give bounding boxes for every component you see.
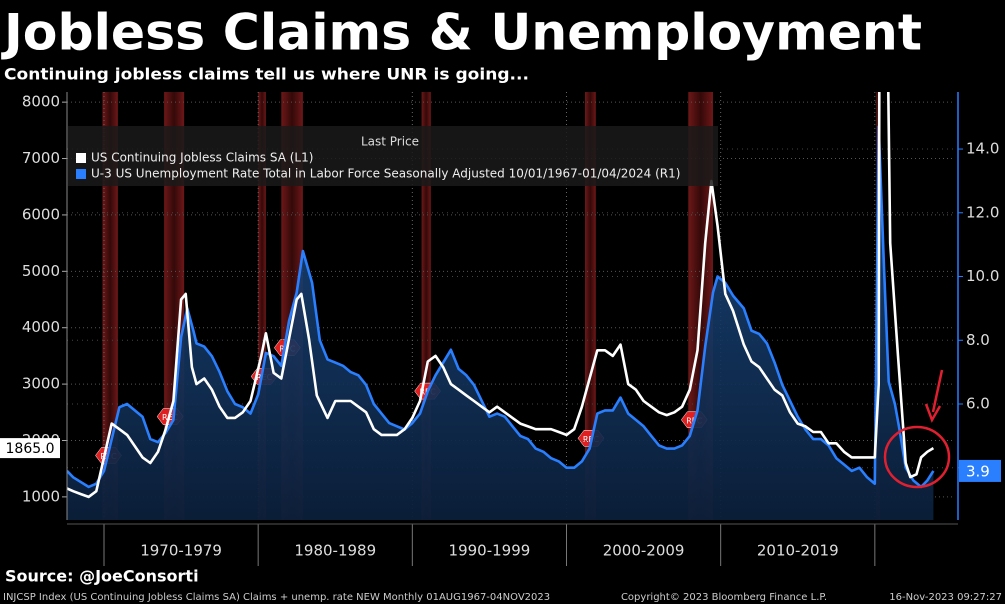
legend: US Continuing Jobless Claims SA (L1) U-3 …	[76, 151, 680, 181]
y-tick-label: 4000	[22, 318, 60, 336]
chart-title: Jobless Claims & Unemployment	[1, 4, 922, 62]
legend-title: Last Price	[361, 135, 419, 149]
y-tick-label: 3000	[22, 375, 60, 393]
recession-band	[258, 92, 266, 520]
y-tick-label: 1000	[22, 487, 60, 505]
series-line	[67, 92, 935, 499]
legend-box	[68, 126, 718, 186]
recession-band	[102, 92, 118, 520]
source: Source: @JoeConsorti	[5, 567, 199, 586]
arrow-head	[924, 403, 942, 423]
series-line	[67, 125, 935, 489]
legend-swatch	[76, 153, 86, 163]
footer-right: 16-Nov-2023 09:27:27	[889, 592, 1002, 603]
x-tick-label: 1980-1989	[294, 542, 376, 560]
y2-tick-label: 12.0	[966, 203, 999, 221]
x-tick-label: 2000-2009	[603, 542, 685, 560]
legend-label: US Continuing Jobless Claims SA (L1)	[91, 151, 313, 165]
y-tick-label: 5000	[22, 262, 60, 280]
y2-tick-label: 14.0	[966, 140, 999, 158]
y-tick-label: 6000	[22, 205, 60, 223]
legend-swatch	[76, 169, 86, 179]
y2-tick-label: 8.0	[966, 331, 990, 349]
recession-label: REC	[162, 413, 179, 422]
last-value-box	[959, 459, 1001, 482]
arrow-shaft	[931, 369, 944, 413]
series-area	[67, 126, 934, 520]
y-tick-label: 7000	[22, 149, 60, 167]
axis-layer: 100020003000400050006000700080004.06.08.…	[0, 93, 1001, 566]
x-tick-label: 2010-2019	[757, 542, 839, 560]
legend-label: U-3 US Unemployment Rate Total in Labor …	[91, 167, 680, 181]
last-value-box	[0, 438, 60, 459]
y-tick-label: 8000	[22, 93, 60, 111]
last-value-label: 1865.0	[6, 441, 55, 457]
footer-left: INJCSP Index (US Continuing Jobless Clai…	[3, 592, 550, 603]
x-tick-label: 1970-1979	[140, 542, 222, 560]
x-tick-label: 1990-1999	[449, 542, 531, 560]
y2-tick-label: 6.0	[966, 394, 990, 412]
y2-tick-label: 10.0	[966, 267, 999, 285]
data-layer	[67, 92, 935, 520]
last-value-label: 3.9	[966, 462, 990, 480]
recession-band	[421, 92, 431, 520]
highlight-circle	[883, 425, 951, 489]
chart-subtitle: Continuing jobless claims tell us where …	[4, 65, 529, 84]
recession-band	[585, 92, 596, 520]
footer-center: Copyright© 2023 Bloomberg Finance L.P.	[621, 592, 827, 603]
